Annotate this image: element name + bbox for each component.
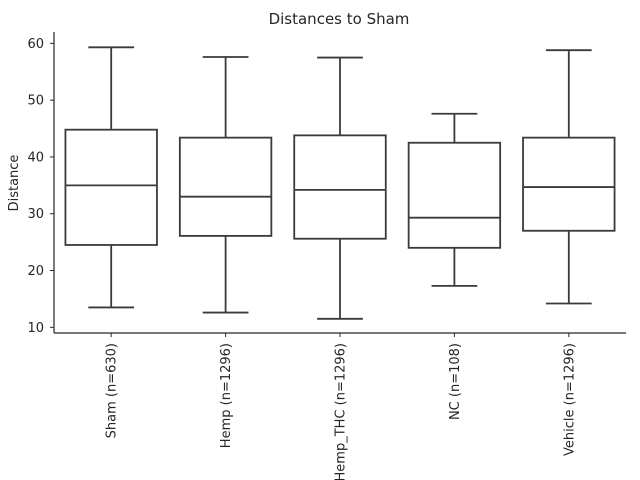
x-tick-label: Hemp (n=1296)	[219, 343, 234, 448]
x-tick-label: NC (n=108)	[448, 343, 463, 420]
box-group	[178, 56, 273, 314]
x-tick-label: Vehicle (n=1296)	[562, 343, 577, 456]
box-group	[64, 46, 158, 309]
y-tick-label: 40	[27, 150, 44, 165]
x-axis-ticks: Sham (n=630) Hemp (n=1296) Hemp_THC (n=129…	[105, 333, 577, 480]
y-tick-label: 50	[27, 94, 44, 109]
y-tick-label: 60	[27, 37, 44, 52]
x-tick-label: Hemp_THC (n=1296)	[334, 343, 349, 480]
y-tick-label: 10	[27, 321, 44, 336]
x-tick-label: Sham (n=630)	[105, 343, 120, 438]
box-series	[64, 46, 616, 320]
box-group	[293, 56, 387, 320]
y-tick-label: 20	[27, 264, 44, 279]
iqr-box	[64, 128, 158, 246]
iqr-box	[178, 136, 273, 237]
y-axis-label: Distance	[7, 155, 22, 212]
y-tick-label: 30	[27, 207, 44, 222]
y-axis-ticks: 10 20 30 40 50 60	[27, 37, 54, 336]
box-group	[407, 112, 502, 287]
iqr-box	[293, 134, 387, 240]
chart-title: Distances to Sham	[269, 10, 410, 28]
iqr-box	[522, 136, 616, 232]
box-group	[522, 49, 616, 305]
iqr-box	[407, 141, 502, 249]
